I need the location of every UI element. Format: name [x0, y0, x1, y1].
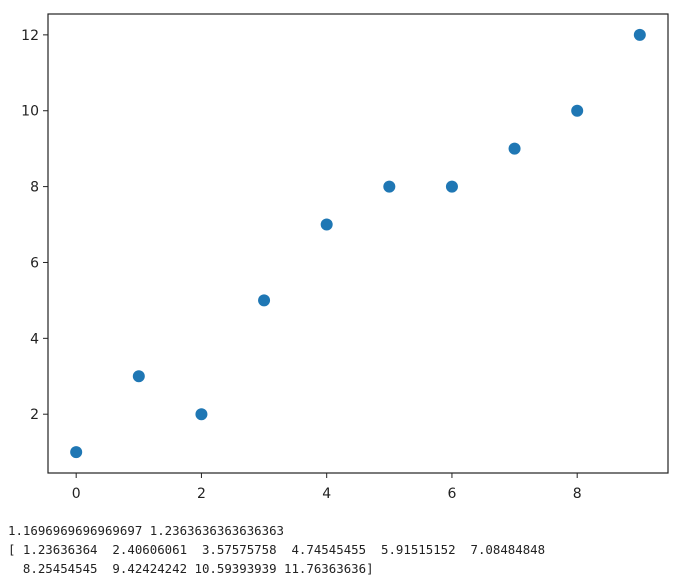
x-axis: 0 2 4 6 8 [72, 473, 582, 502]
scatter-chart: 0 2 4 6 8 2 4 6 8 10 12 [21, 13, 669, 502]
scatter-point [132, 370, 145, 383]
y-tick-label: 2 [30, 407, 39, 423]
plot-area [47, 13, 669, 474]
x-tick-label: 8 [573, 486, 582, 502]
output-line-2: [ 1.23636364 2.40606061 3.57575758 4.745… [8, 542, 546, 557]
y-tick-label: 4 [30, 331, 39, 347]
scatter-point [445, 180, 458, 193]
data-points [70, 28, 646, 459]
x-tick-label: 6 [447, 486, 456, 502]
y-tick-label: 8 [30, 180, 39, 196]
scatter-point [195, 408, 208, 421]
y-tick-label: 12 [21, 28, 39, 44]
scatter-point [383, 180, 396, 193]
y-axis: 2 4 6 8 10 12 [21, 28, 48, 423]
scatter-point [258, 294, 271, 307]
output-line-1: 1.1696969696969697 1.2363636363636363 [8, 523, 285, 538]
scatter-point [633, 28, 646, 41]
scatter-point [508, 142, 521, 155]
x-tick-label: 0 [72, 486, 81, 502]
x-tick-label: 2 [197, 486, 206, 502]
x-tick-label: 4 [322, 486, 331, 502]
y-tick-label: 6 [30, 255, 39, 271]
scatter-point [70, 446, 83, 459]
console-output: 1.1696969696969697 1.2363636363636363 [ … [8, 521, 545, 578]
scatter-point [571, 104, 584, 117]
y-tick-label: 10 [21, 104, 39, 120]
output-line-3: 8.25454545 9.42424242 10.59393939 11.763… [8, 561, 374, 576]
scatter-point [320, 218, 333, 231]
